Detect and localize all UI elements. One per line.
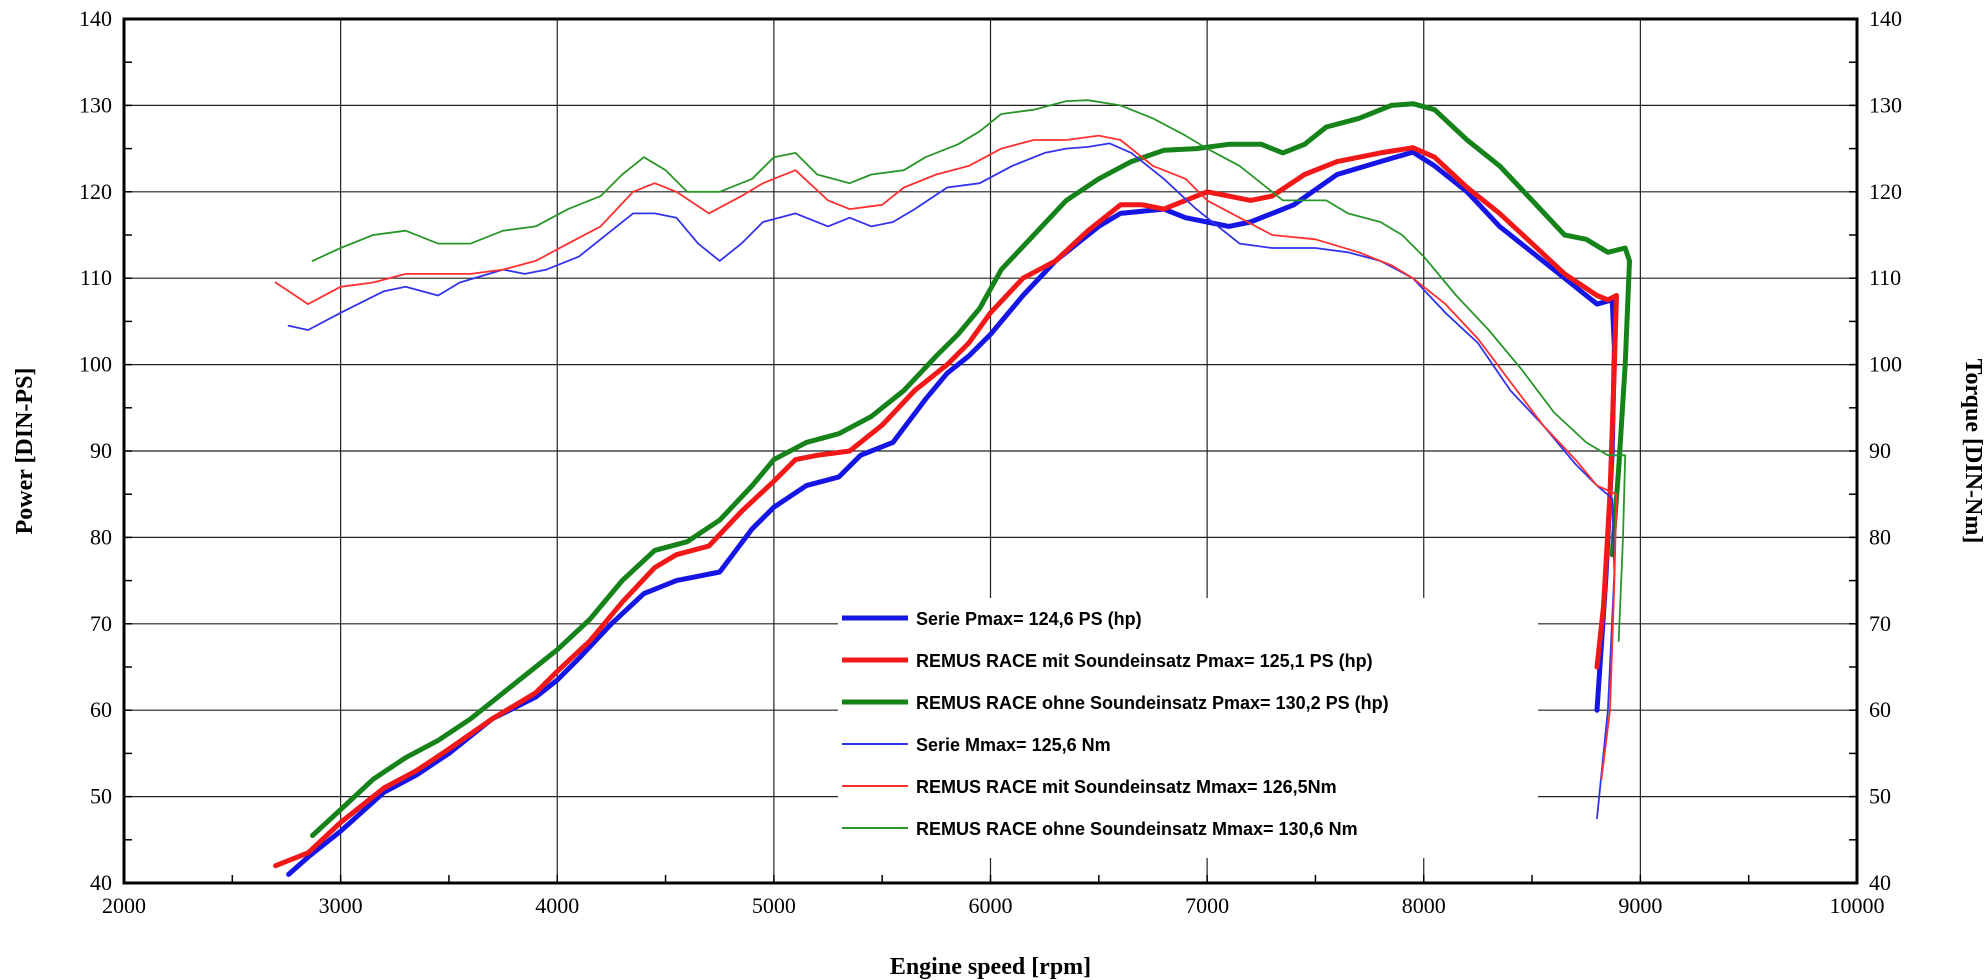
legend-label-3: REMUS RACE ohne Soundeinsatz Pmax= 130,2… <box>916 693 1389 713</box>
y-tick-label-right: 100 <box>1869 352 1902 377</box>
series-line-4 <box>287 142 1616 820</box>
x-tick-label: 2000 <box>102 893 146 918</box>
y-tick-label-left: 140 <box>79 6 112 31</box>
x-tick-label: 5000 <box>752 893 796 918</box>
legend-label-2: REMUS RACE mit Soundeinsatz Pmax= 125,1 … <box>916 651 1373 671</box>
x-axis-title: Engine speed [rpm] <box>890 954 1091 980</box>
y-tick-label-right: 50 <box>1869 784 1891 809</box>
y-tick-label-right: 120 <box>1869 179 1902 204</box>
legend: Serie Pmax= 124,6 PS (hp) REMUS RACE mit … <box>838 598 1538 858</box>
x-tick-labels: 2000 3000 4000 5000 6000 7000 8000 9000 10000 <box>102 893 1885 918</box>
y-tick-label-right: 60 <box>1869 697 1891 722</box>
y-tick-label-left: 40 <box>90 870 112 895</box>
y-tick-label-left: 130 <box>79 92 112 117</box>
x-tick-label: 4000 <box>535 893 579 918</box>
y-tick-label-left: 110 <box>80 265 112 290</box>
y-tick-labels-right: 40 50 60 70 80 90 100 110 120 130 140 <box>1869 6 1902 895</box>
x-tick-label: 9000 <box>1618 893 1662 918</box>
y-tick-label-left: 80 <box>90 524 112 549</box>
series-line-2 <box>273 145 1619 869</box>
series-line-3 <box>310 101 1632 838</box>
y-tick-label-left: 50 <box>90 784 112 809</box>
y-tick-label-right: 110 <box>1869 265 1901 290</box>
x-tick-label: 6000 <box>969 893 1013 918</box>
y-tick-label-right: 70 <box>1869 611 1891 636</box>
legend-background <box>838 598 1538 858</box>
x-tick-label: 3000 <box>319 893 363 918</box>
x-tick-label: 7000 <box>1185 893 1229 918</box>
y-tick-label-right: 90 <box>1869 438 1891 463</box>
y-tick-label-left: 100 <box>79 352 112 377</box>
series-line-5 <box>274 134 1618 781</box>
legend-label-4: Serie Mmax= 125,6 Nm <box>916 735 1111 755</box>
x-tick-label: 10000 <box>1830 893 1885 918</box>
legend-label-1: Serie Pmax= 124,6 PS (hp) <box>916 609 1142 629</box>
y-tick-label-left: 120 <box>79 179 112 204</box>
series-line-1 <box>286 149 1617 877</box>
y-tick-label-right: 40 <box>1869 870 1891 895</box>
y-axis-title-left: Power [DIN-PS] <box>12 368 38 535</box>
series-line-6 <box>311 99 1627 642</box>
x-tick-label: 8000 <box>1402 893 1446 918</box>
y-tick-label-right: 130 <box>1869 92 1902 117</box>
series-lines <box>273 99 1632 877</box>
y-tick-label-left: 90 <box>90 438 112 463</box>
y-tick-label-right: 140 <box>1869 6 1902 31</box>
y-tick-label-left: 60 <box>90 697 112 722</box>
y-tick-labels-left: 40 50 60 70 80 90 100 110 120 130 140 <box>79 6 112 895</box>
plot-frame <box>122 17 1859 885</box>
legend-label-6: REMUS RACE ohne Soundeinsatz Mmax= 130,6… <box>916 819 1358 839</box>
y-axis-title-right: Torque [DIN-Nm] <box>1960 359 1986 544</box>
y-tick-label-left: 70 <box>90 611 112 636</box>
y-tick-label-right: 80 <box>1869 524 1891 549</box>
legend-label-5: REMUS RACE mit Soundeinsatz Mmax= 126,5N… <box>916 777 1337 797</box>
